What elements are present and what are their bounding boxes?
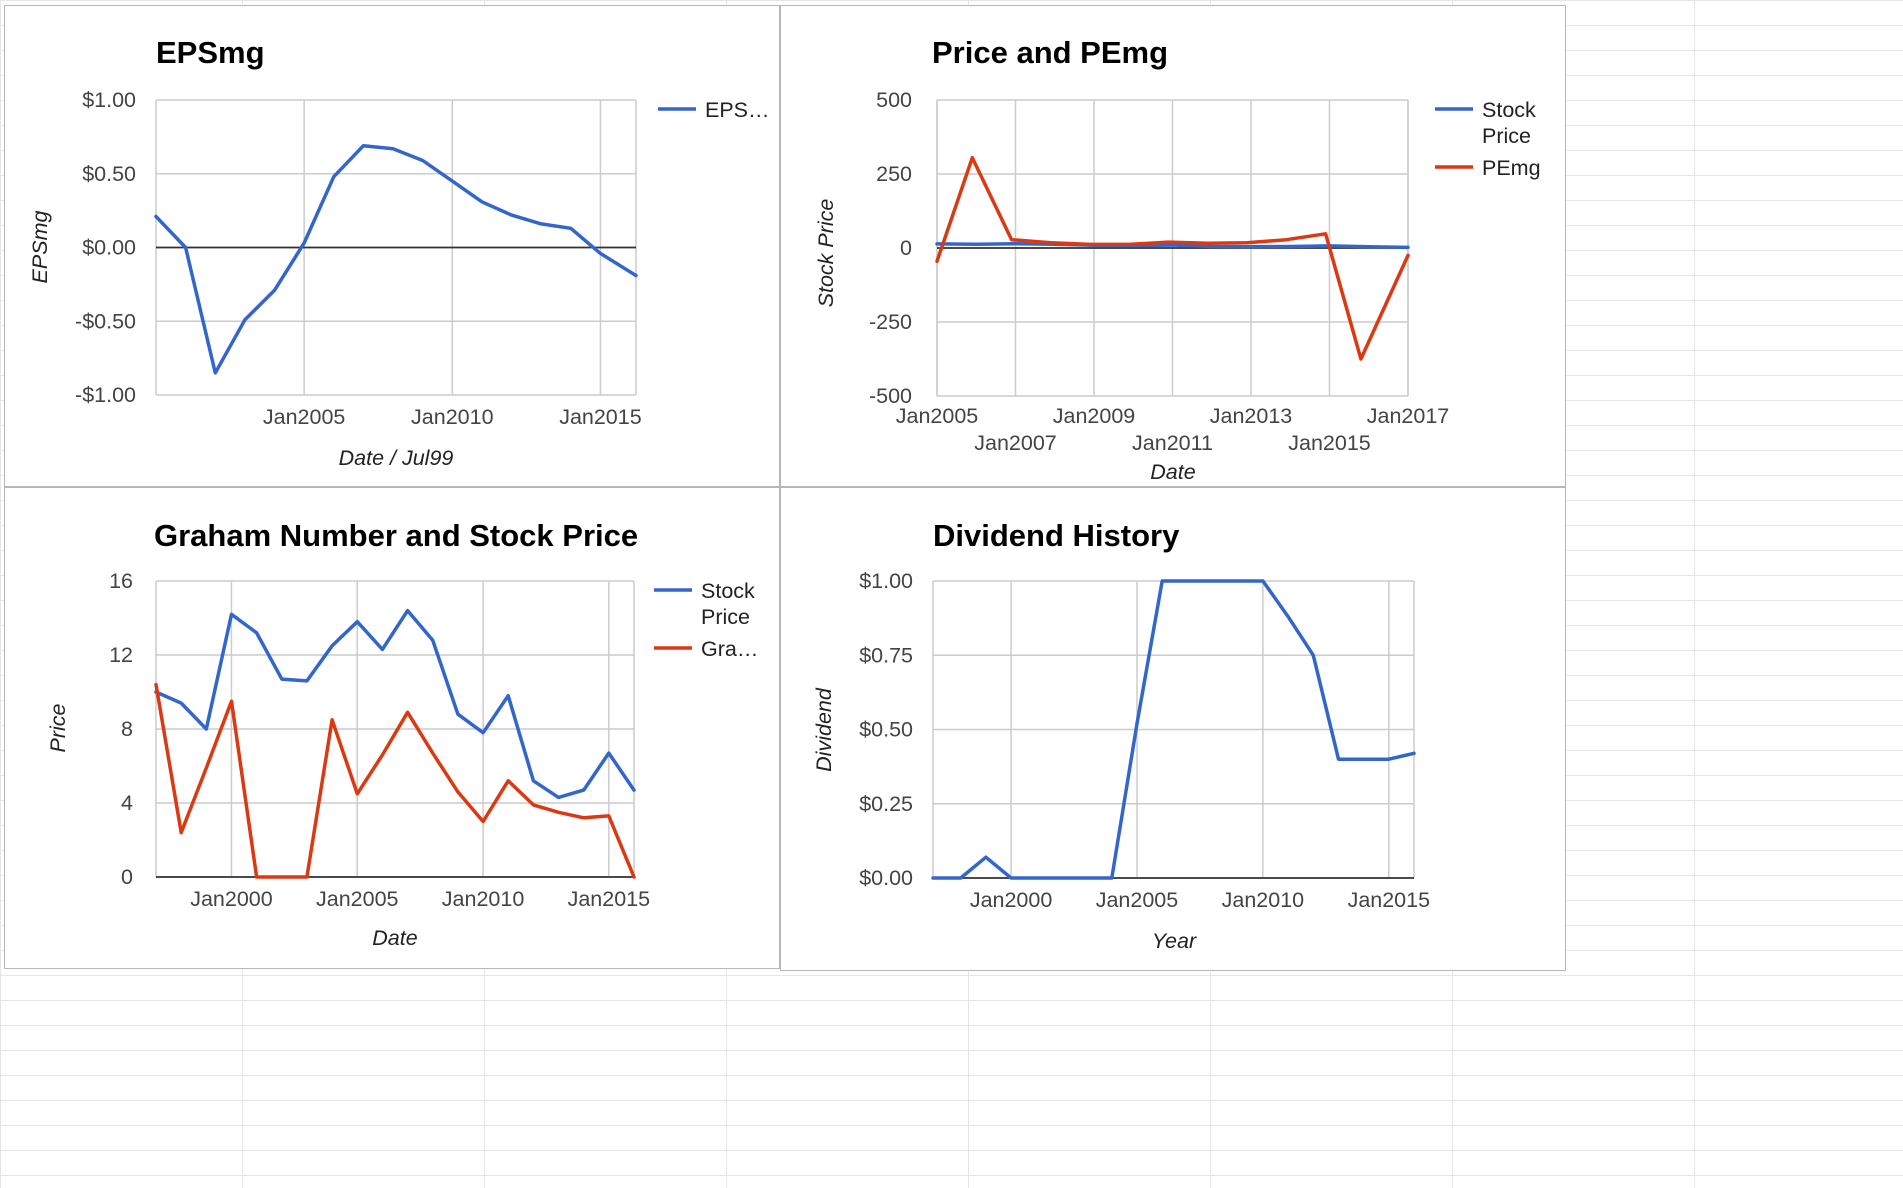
legend-item-gra[interactable]: Gra… [654, 637, 758, 661]
y-tick-label: -$0.50 [75, 309, 136, 333]
y-tick-label: 4 [121, 791, 133, 815]
series-line-eps [154, 143, 638, 375]
x-tick-label: Jan2007 [974, 431, 1057, 455]
dividend-history-chart[interactable]: $1.00 $0.75 $0.50 $0.25 $0.00 Jan2000 Jan2005 J… [780, 487, 1566, 971]
x-tick-label: Jan2009 [1053, 404, 1136, 428]
epsmg-chart-svg: $1.00 $0.50 $0.00 -$0.50 -$1.00 Jan2005 Jan201… [28, 35, 770, 470]
y-tick-label: -$1.00 [75, 383, 136, 407]
x-tick-label: Jan2000 [970, 888, 1053, 912]
legend-item-eps[interactable]: EPS… [658, 98, 770, 122]
x-axis-label: Year [1152, 929, 1197, 953]
y-tick-label: 8 [121, 717, 133, 741]
y-axis-label: Stock Price [814, 199, 838, 308]
x-tick-label: Jan2010 [442, 887, 525, 911]
x-axis-label: Date [1150, 460, 1195, 484]
series-line-pemg [935, 155, 1410, 361]
x-tick-label: Jan2010 [411, 405, 494, 429]
legend-label: Price [1482, 124, 1531, 148]
chart-title: Dividend History [933, 518, 1180, 553]
y-tick-label: $0.25 [859, 792, 913, 816]
x-axis-label: Date [372, 926, 417, 950]
chart-title: Price and PEmg [932, 35, 1168, 70]
y-tick-label: $1.00 [82, 88, 136, 112]
y-tick-label: 16 [109, 569, 133, 593]
y-axis-label: Price [46, 703, 70, 752]
chart-title: Graham Number and Stock Price [154, 518, 638, 553]
price-and-pemg-chart[interactable]: 500 250 0 -250 -500 Jan2005 Jan2007 Jan2009 Jan2… [780, 5, 1566, 487]
epsmg-chart[interactable]: $1.00 $0.50 $0.00 -$0.50 -$1.00 Jan2005 Jan201… [4, 5, 780, 487]
legend-label: EPS… [705, 98, 770, 122]
y-tick-label: $0.75 [859, 643, 913, 667]
x-tick-label: Jan2005 [316, 887, 399, 911]
x-tick-label: Jan2015 [559, 405, 642, 429]
x-tick-label: Jan2010 [1222, 888, 1305, 912]
x-tick-label: Jan2013 [1210, 404, 1293, 428]
legend-label: Price [701, 605, 750, 629]
y-tick-label: -250 [869, 310, 912, 334]
x-tick-label: Jan2015 [568, 887, 651, 911]
legend-label: Stock [1482, 98, 1536, 122]
y-tick-label: 0 [121, 865, 133, 889]
y-tick-label: 250 [876, 162, 912, 186]
x-tick-label: Jan2011 [1132, 431, 1213, 455]
legend-label: Gra… [701, 637, 758, 661]
x-axis-label: Date / Jul99 [339, 446, 454, 470]
x-tick-label: Jan2015 [1348, 888, 1431, 912]
y-tick-label: $0.50 [859, 718, 913, 742]
y-axis-label: EPSmg [28, 211, 52, 284]
x-tick-label: Jan2000 [190, 887, 273, 911]
graham-number-chart-svg: 16 12 8 4 0 Jan2000 Jan2005 Jan2010 Jan2015 Graha… [46, 518, 758, 950]
y-tick-label: 12 [109, 643, 133, 667]
x-tick-label: Jan2015 [1288, 431, 1371, 455]
y-tick-label: 0 [900, 236, 912, 260]
legend-label: PEmg [1482, 156, 1541, 180]
x-tick-label: Jan2005 [263, 405, 346, 429]
graham-number-chart[interactable]: 16 12 8 4 0 Jan2000 Jan2005 Jan2010 Jan2015 Graha… [4, 487, 780, 969]
series-line-series-0 [931, 579, 1416, 880]
y-tick-label: $0.00 [82, 236, 136, 260]
y-tick-label: 500 [876, 88, 912, 112]
series-line-stock-price [154, 608, 636, 800]
y-axis-label: Dividend [812, 687, 836, 772]
dividend-history-chart-svg: $1.00 $0.75 $0.50 $0.25 $0.00 Jan2000 Jan2005 J… [812, 518, 1431, 953]
y-tick-label: $0.50 [82, 162, 136, 186]
chart-title: EPSmg [156, 35, 265, 70]
legend-label: Stock [701, 579, 755, 603]
series-line-gra [154, 682, 636, 879]
x-tick-label: Jan2017 [1367, 404, 1450, 428]
legend-item-pemg[interactable]: PEmg [1435, 156, 1541, 180]
y-tick-label: $1.00 [859, 569, 913, 593]
x-tick-label: Jan2005 [896, 404, 979, 428]
x-tick-label: Jan2005 [1096, 888, 1179, 912]
y-tick-label: $0.00 [859, 866, 913, 890]
y-tick-label: -500 [869, 384, 912, 408]
